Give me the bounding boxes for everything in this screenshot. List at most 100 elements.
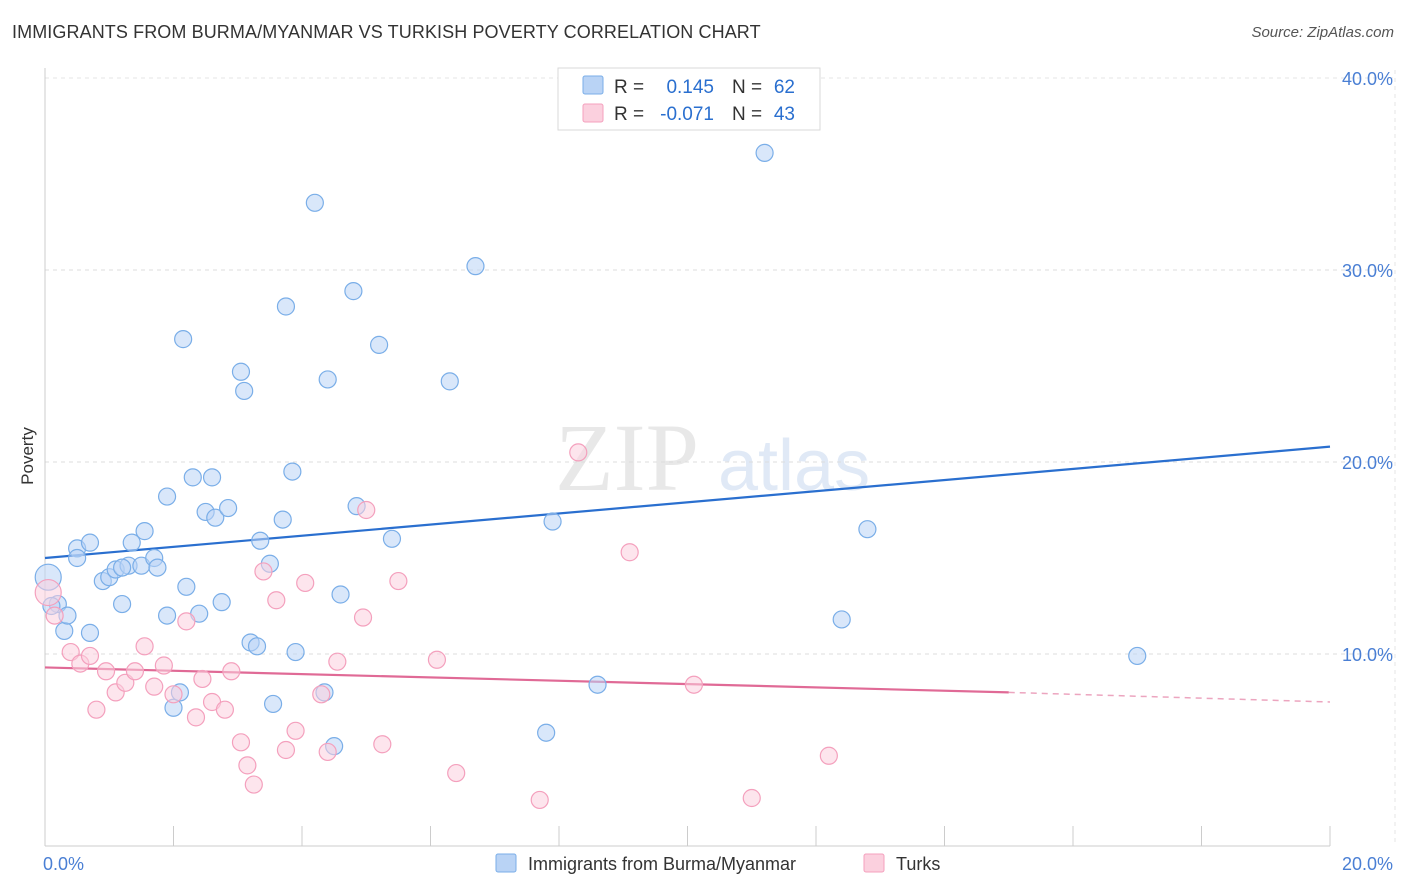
turks-trend-line [44,666,1009,694]
burma-point-15 [135,522,154,541]
burma-point-40 [283,462,302,481]
burma-point-18 [157,606,177,625]
burma-point-56 [755,143,774,162]
turks-point-38 [569,443,588,462]
turks-point-4 [80,646,100,666]
data-points [34,143,1147,810]
stats-n-value-2: 43 [774,104,795,125]
turks-point-28 [312,685,331,704]
burma-point-55 [588,675,607,694]
turks-point-13 [164,685,183,704]
turks-point-22 [244,775,263,794]
burma-point-43 [318,370,337,389]
turks-point-12 [154,656,173,675]
burma-point-53 [537,723,556,742]
turks-point-9 [125,662,145,681]
turks-point-19 [222,662,241,681]
burma-point-13 [122,533,141,552]
burma-point-61 [112,558,132,577]
burma-point-42 [305,193,324,212]
burma-point-11 [112,594,132,614]
burma-point-29 [212,593,231,612]
turks-point-15 [186,708,206,727]
turks-point-0 [34,578,62,607]
legend-swatch-blue [582,75,604,95]
burma-point-54 [543,512,562,531]
turks-point-26 [286,721,305,740]
burma-point-35 [251,531,270,550]
burma-point-41 [286,642,305,662]
turks-point-25 [276,740,296,760]
turks-point-34 [389,571,408,591]
burma-point-23 [177,577,196,596]
turks-point-6 [96,662,116,681]
burma-point-5 [68,548,87,568]
burma-point-17 [148,558,167,577]
stats-n-value-1: 62 [774,77,795,98]
turks-point-1 [45,606,64,625]
stats-n-label-2: N = [732,104,762,125]
stats-r-label-1: R = [614,77,644,98]
turks-point-21 [238,756,257,775]
turks-point-5 [87,700,106,719]
turks-point-29 [318,742,337,762]
turks-point-35 [427,650,447,669]
turks-point-42 [819,746,838,765]
turks-point-41 [742,788,761,808]
turks-point-11 [145,677,164,696]
x-tick-label-0: 0.0% [43,854,84,874]
y-tick-label-2: 30.0% [1342,261,1393,281]
burma-point-49 [370,335,389,354]
turks-point-30 [328,652,347,671]
burma-point-38 [273,510,292,529]
turks-point-36 [447,763,466,783]
chart-title: IMMIGRANTS FROM BURMA/MYANMAR VS TURKISH… [12,22,761,42]
burma-point-28 [206,508,225,527]
burma-point-34 [247,637,267,656]
turks-point-20 [231,733,251,752]
burma-point-27 [202,468,222,487]
turks-point-16 [193,669,212,689]
stats-legend: R = 0.145 N = 62 R = -0.071 N = 43 [557,67,821,131]
burma-point-19 [157,487,177,506]
burma-point-50 [382,529,402,548]
y-tick-label-1: 20.0% [1342,453,1393,473]
source-label: Source: ZipAtlas.com [1251,24,1394,41]
series-legend-swatch-blue [495,853,517,873]
y-axis-label: Poverty [18,427,37,485]
series-legend-swatch-pink [863,853,885,873]
turks-point-24 [267,591,286,610]
turks-point-33 [373,735,392,754]
turks-point-40 [684,675,704,694]
turks-point-14 [177,612,196,631]
turks-point-39 [620,543,639,562]
x-tick-label-1: 20.0% [1342,854,1393,874]
burma-point-6 [80,533,100,552]
tick-labels: 10.0% 20.0% 30.0% 40.0% 0.0% 20.0% [43,69,1393,874]
legend-swatch-pink [582,103,604,123]
burma-point-57 [832,610,851,629]
burma-point-58 [858,520,877,539]
burma-point-30 [219,498,238,518]
burma-point-52 [466,257,485,276]
burma-point-24 [183,468,202,487]
stats-r-value-1: 0.145 [666,77,714,98]
turks-point-10 [135,637,154,656]
turks-point-23 [254,562,273,581]
turks-point-32 [353,608,373,627]
stats-n-label-1: N = [732,77,762,98]
burma-point-7 [80,623,100,642]
burma-point-59 [1128,646,1147,666]
stats-r-label-2: R = [614,104,644,125]
watermark: ZIP atlas [555,404,870,511]
turks-trend-line-extension [1008,691,1331,703]
y-tick-label-3: 40.0% [1342,69,1393,89]
turks-point-18 [215,700,234,719]
burma-point-37 [263,694,283,714]
y-tick-label-0: 10.0% [1342,645,1393,665]
burma-point-46 [331,585,350,604]
series-legend: Immigrants from Burma/Myanmar Turks [495,853,940,874]
turks-point-27 [296,573,315,593]
burma-point-31 [231,362,251,381]
